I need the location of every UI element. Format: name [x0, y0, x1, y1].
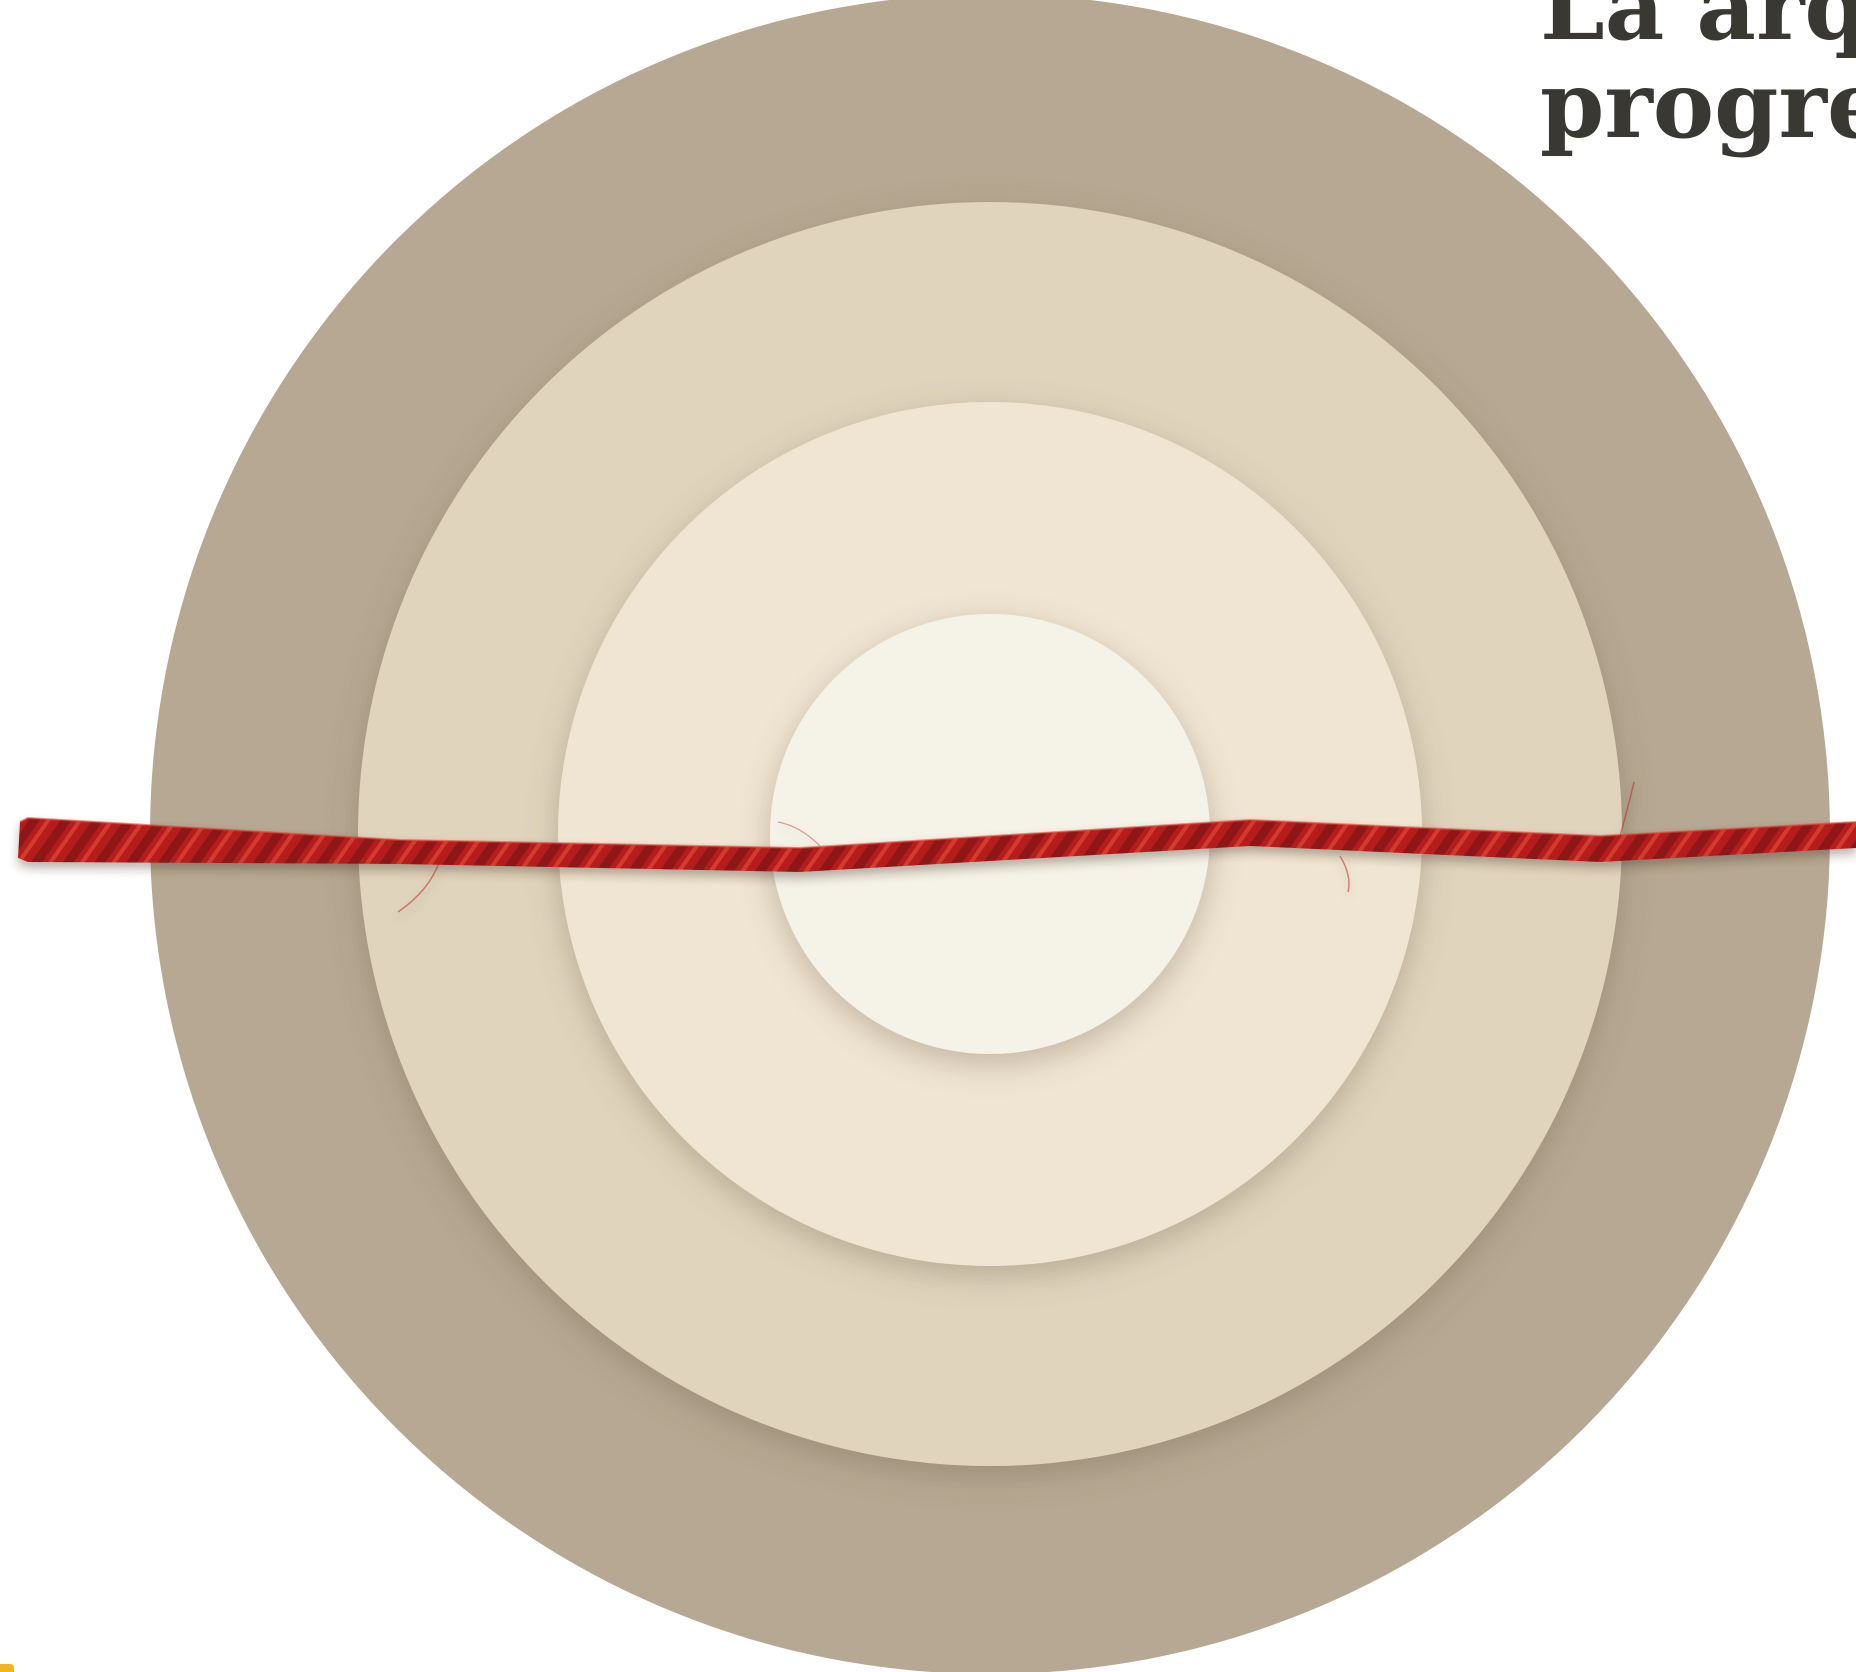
inner-disc — [770, 614, 1210, 1054]
accent-mark — [0, 1664, 14, 1672]
headline-line-1: La arqu — [1540, 0, 1856, 61]
headline: La arqu progres — [1540, 0, 1856, 154]
red-thread — [18, 781, 1856, 913]
headline-line-2: progres — [1540, 51, 1856, 159]
